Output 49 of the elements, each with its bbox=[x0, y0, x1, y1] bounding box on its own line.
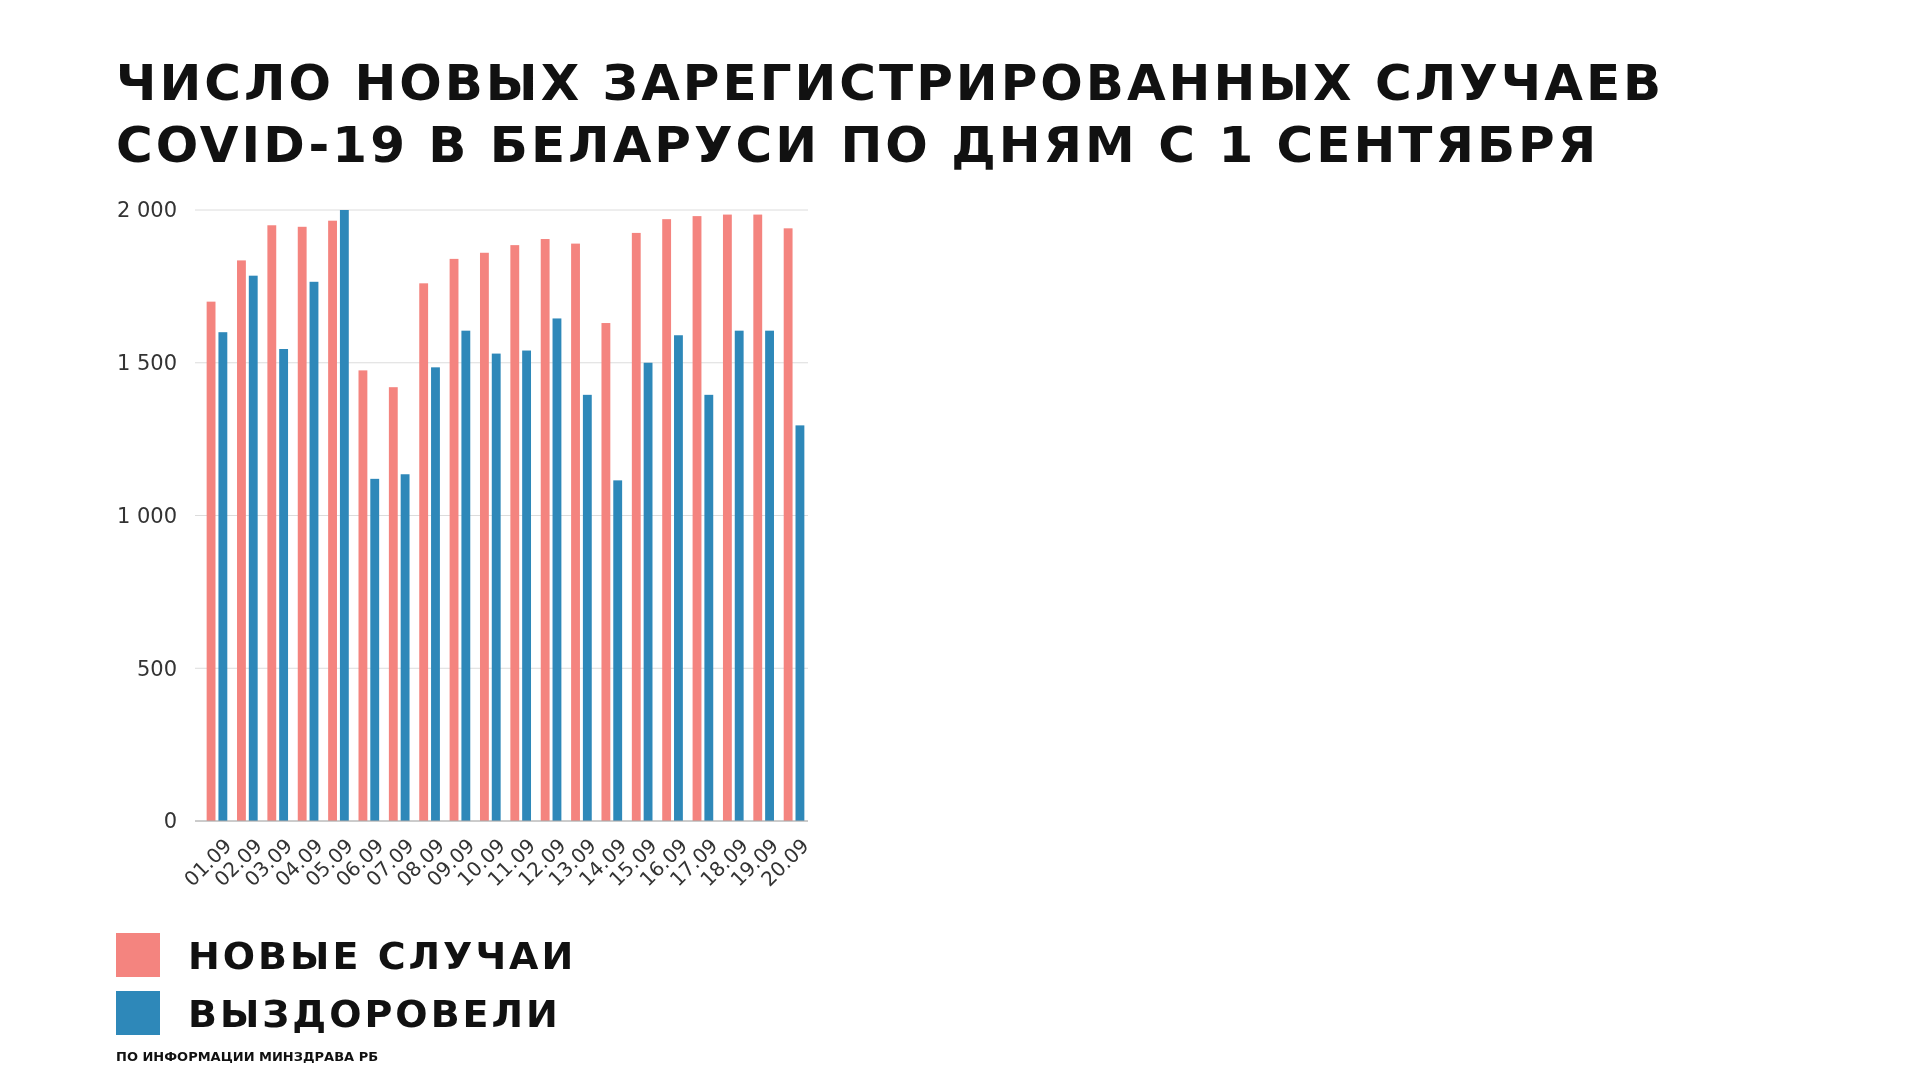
bar bbox=[461, 330, 471, 821]
bar bbox=[248, 275, 258, 821]
bar bbox=[328, 220, 337, 821]
bar bbox=[662, 219, 672, 821]
bar bbox=[267, 225, 277, 821]
bar bbox=[206, 301, 216, 821]
bar bbox=[419, 283, 429, 821]
bar bbox=[704, 394, 714, 821]
bar bbox=[279, 349, 289, 821]
bar bbox=[540, 239, 550, 821]
bar bbox=[582, 394, 592, 821]
bar bbox=[795, 425, 805, 821]
bar bbox=[734, 330, 744, 821]
bar bbox=[400, 474, 410, 821]
bar bbox=[722, 214, 732, 821]
bar bbox=[510, 245, 520, 821]
bar bbox=[218, 332, 228, 821]
bar bbox=[358, 370, 368, 821]
bar bbox=[552, 318, 562, 821]
bar bbox=[479, 252, 489, 821]
bar bbox=[753, 214, 763, 821]
bar bbox=[522, 350, 532, 821]
y-tick-label: 1 000 bbox=[116, 503, 177, 528]
y-tick-label: 1 500 bbox=[116, 351, 177, 376]
y-tick-label: 2 000 bbox=[116, 198, 177, 223]
text: ПО ИНФОРМАЦИИ МИНЗДРАВА РБ bbox=[116, 1049, 379, 1064]
bar bbox=[237, 260, 246, 821]
legend-label: ВЫЗДОРОВЕЛИ bbox=[188, 991, 561, 1036]
bar bbox=[783, 228, 793, 821]
bar bbox=[370, 478, 380, 821]
bar bbox=[674, 335, 683, 821]
bar bbox=[692, 216, 702, 821]
bar bbox=[491, 353, 501, 821]
bar bbox=[309, 281, 319, 821]
bar bbox=[339, 210, 349, 821]
bar bbox=[571, 243, 580, 821]
bar bbox=[297, 226, 307, 821]
bar bbox=[765, 330, 774, 821]
bar bbox=[631, 232, 641, 821]
legend-label: НОВЫЕ СЛУЧАИ bbox=[188, 933, 577, 978]
chart-title: ЧИСЛО НОВЫХ ЗАРЕГИСТРИРОВАННЫХ СЛУЧАЕВ COVID-19 В БЕЛАРУСИ ПО ДНЯМ С 1 СЕНТЯБРЯ bbox=[116, 54, 1665, 174]
bar bbox=[388, 387, 398, 821]
bar bbox=[613, 480, 623, 821]
bar bbox=[643, 362, 653, 821]
bar bbox=[449, 258, 459, 821]
bar bbox=[431, 367, 440, 821]
y-tick-label: 0 bbox=[163, 809, 177, 834]
bar bbox=[601, 323, 611, 821]
y-tick-label: 500 bbox=[136, 656, 177, 681]
